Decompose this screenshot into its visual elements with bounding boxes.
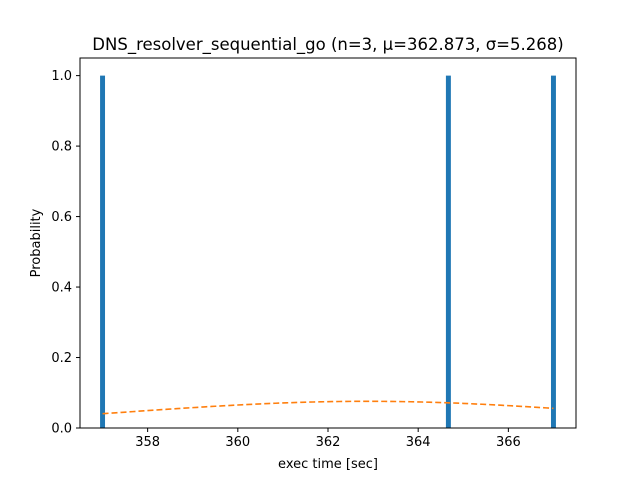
x-tick-label: 360 [225,435,250,450]
chart-title: DNS_resolver_sequential_go (n=3, μ=362.8… [92,35,563,55]
y-tick-label: 0.8 [51,140,72,155]
x-tick-label: 362 [316,435,341,450]
x-axis: 358 360 362 364 366 [135,428,521,450]
normal-fit-curve [102,400,554,415]
y-tick-label: 0.4 [51,281,72,296]
histogram-bar [445,75,451,428]
histogram-bar [550,75,556,428]
y-tick-label: 0.0 [51,422,72,437]
x-axis-label: exec time [sec] [278,457,378,472]
y-tick-label: 1.0 [51,69,72,84]
x-tick-label: 364 [406,435,431,450]
y-tick-label: 0.2 [51,351,72,366]
y-tick-label: 0.6 [51,210,72,225]
plot-area [100,75,556,428]
y-axis: 0.0 0.2 0.4 0.6 0.8 1.0 [51,69,80,437]
histogram-bar [100,75,106,428]
x-tick-label: 366 [496,435,521,450]
x-tick-label: 358 [135,435,160,450]
y-axis-label: Probability [29,208,44,277]
